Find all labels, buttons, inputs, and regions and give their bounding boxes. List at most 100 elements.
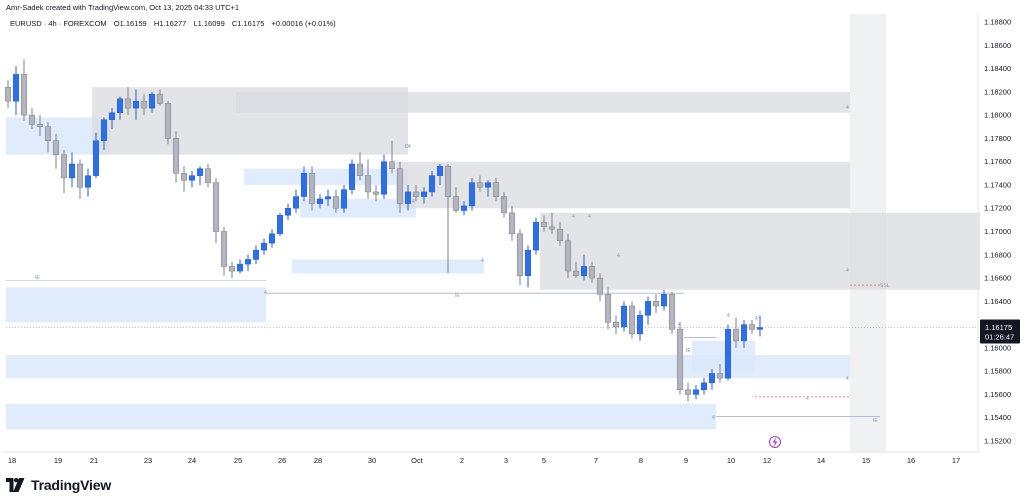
- last-price-tag: [980, 319, 1020, 344]
- candle-body: [700, 382, 708, 391]
- zone-marker-label: 4: [846, 268, 849, 274]
- candle-body: [636, 315, 644, 335]
- candle-body: [740, 324, 748, 342]
- candle-body: [44, 126, 52, 141]
- zone-demand: [6, 354, 850, 379]
- candle-body: [4, 86, 12, 102]
- zone-marker-label: IE: [873, 418, 878, 424]
- y-tick-label: 1.15800: [984, 367, 1011, 376]
- zone-marker-label: 4: [617, 253, 620, 259]
- candle-body: [60, 154, 68, 179]
- candle-body: [220, 231, 228, 267]
- candle-body: [484, 182, 492, 188]
- candle-body: [92, 140, 100, 176]
- candle-body: [124, 98, 132, 109]
- y-tick-label: 1.16600: [984, 274, 1011, 283]
- zone-demand: [692, 340, 755, 372]
- x-tick-label: 3: [504, 456, 508, 465]
- x-tick-label: 21: [90, 456, 98, 465]
- candle-body: [652, 301, 660, 307]
- y-tick-label: 1.16000: [984, 343, 1011, 352]
- zone-supply: [540, 212, 980, 290]
- zone-marker-label: 4: [712, 415, 715, 421]
- zone-marker-label: IE: [686, 348, 691, 354]
- candle-body: [492, 182, 500, 197]
- candle-body: [140, 100, 148, 109]
- candle-body: [380, 161, 388, 195]
- candle-body: [452, 196, 460, 211]
- high-value: H1.16277: [153, 19, 187, 28]
- candle-body: [260, 242, 268, 251]
- zone-supply: [236, 91, 850, 113]
- candle-body: [556, 228, 564, 242]
- candle-body: [716, 373, 724, 379]
- y-tick-label: 1.18600: [984, 41, 1011, 50]
- candle-body: [388, 161, 396, 169]
- candle-body: [340, 189, 348, 209]
- low-value: L1.16099: [193, 19, 225, 28]
- symbol-legend: EURUSD · 4h · FOREXCOM O1.16159 H1.16277…: [10, 19, 341, 28]
- y-tick-label: 1.15600: [984, 390, 1011, 399]
- zones-layer: [6, 14, 980, 452]
- candle-body: [20, 74, 28, 116]
- candle-body: [724, 329, 732, 379]
- zone-demand: [6, 287, 266, 323]
- candle-body: [12, 74, 20, 102]
- zone-marker-label: 4: [678, 322, 681, 328]
- candle-body: [284, 207, 292, 216]
- candle-body: [164, 103, 172, 139]
- candle-body: [476, 182, 484, 188]
- y-tick-label: 1.18400: [984, 64, 1011, 73]
- candle-body: [108, 112, 116, 121]
- y-tick-label: 1.17200: [984, 204, 1011, 213]
- candle-body: [364, 175, 372, 193]
- x-tick-label: 2: [460, 456, 464, 465]
- x-tick-label: 30: [368, 456, 376, 465]
- zone-marker-label: 4: [502, 196, 505, 202]
- candle-body: [508, 212, 516, 235]
- y-tick-label: 1.15200: [984, 437, 1011, 446]
- candle-body: [668, 294, 676, 330]
- candle-body: [500, 196, 508, 214]
- zone-marker-label: IE: [35, 275, 40, 281]
- candle-body: [324, 196, 332, 200]
- candle-body: [516, 233, 524, 276]
- x-tick-label: 18: [8, 456, 16, 465]
- zone-marker-label: 4: [755, 316, 758, 322]
- lightning-icon: [769, 436, 781, 448]
- zone-marker-label: 4: [846, 105, 849, 111]
- candle-body: [548, 226, 556, 230]
- candle-body: [172, 138, 180, 174]
- tradingview-brand[interactable]: TradingView: [6, 477, 111, 493]
- zone-marker-label: 4: [408, 144, 411, 150]
- candle-body: [596, 277, 604, 295]
- y-tick-label: 1.17000: [984, 227, 1011, 236]
- candle-body: [436, 166, 444, 176]
- candle-body: [644, 301, 652, 316]
- candle-body: [308, 173, 316, 204]
- y-tick-label: 1.18000: [984, 111, 1011, 120]
- candle-body: [252, 249, 260, 260]
- candle-body: [300, 173, 308, 197]
- candle-body: [292, 196, 300, 209]
- candle-body: [540, 221, 548, 228]
- zone-marker-label: D: [405, 144, 409, 150]
- candle-body: [268, 233, 276, 244]
- candle-body: [748, 324, 756, 330]
- zone-marker-label: 4: [588, 214, 591, 220]
- x-tick-label: 16: [907, 456, 915, 465]
- candle-body: [580, 266, 588, 276]
- candle-body: [372, 191, 380, 195]
- y-tick-label: 1.16400: [984, 297, 1011, 306]
- candle-body: [524, 249, 532, 276]
- candle-body: [356, 163, 364, 176]
- x-tick-label: 10: [727, 456, 735, 465]
- candle-body: [244, 259, 252, 265]
- candles-layer: [4, 59, 764, 402]
- countdown-value: 01:26:47: [985, 333, 1014, 342]
- candle-body: [612, 322, 620, 328]
- candle-body: [196, 168, 204, 176]
- candle-body: [212, 182, 220, 232]
- zone-demand: [6, 403, 716, 430]
